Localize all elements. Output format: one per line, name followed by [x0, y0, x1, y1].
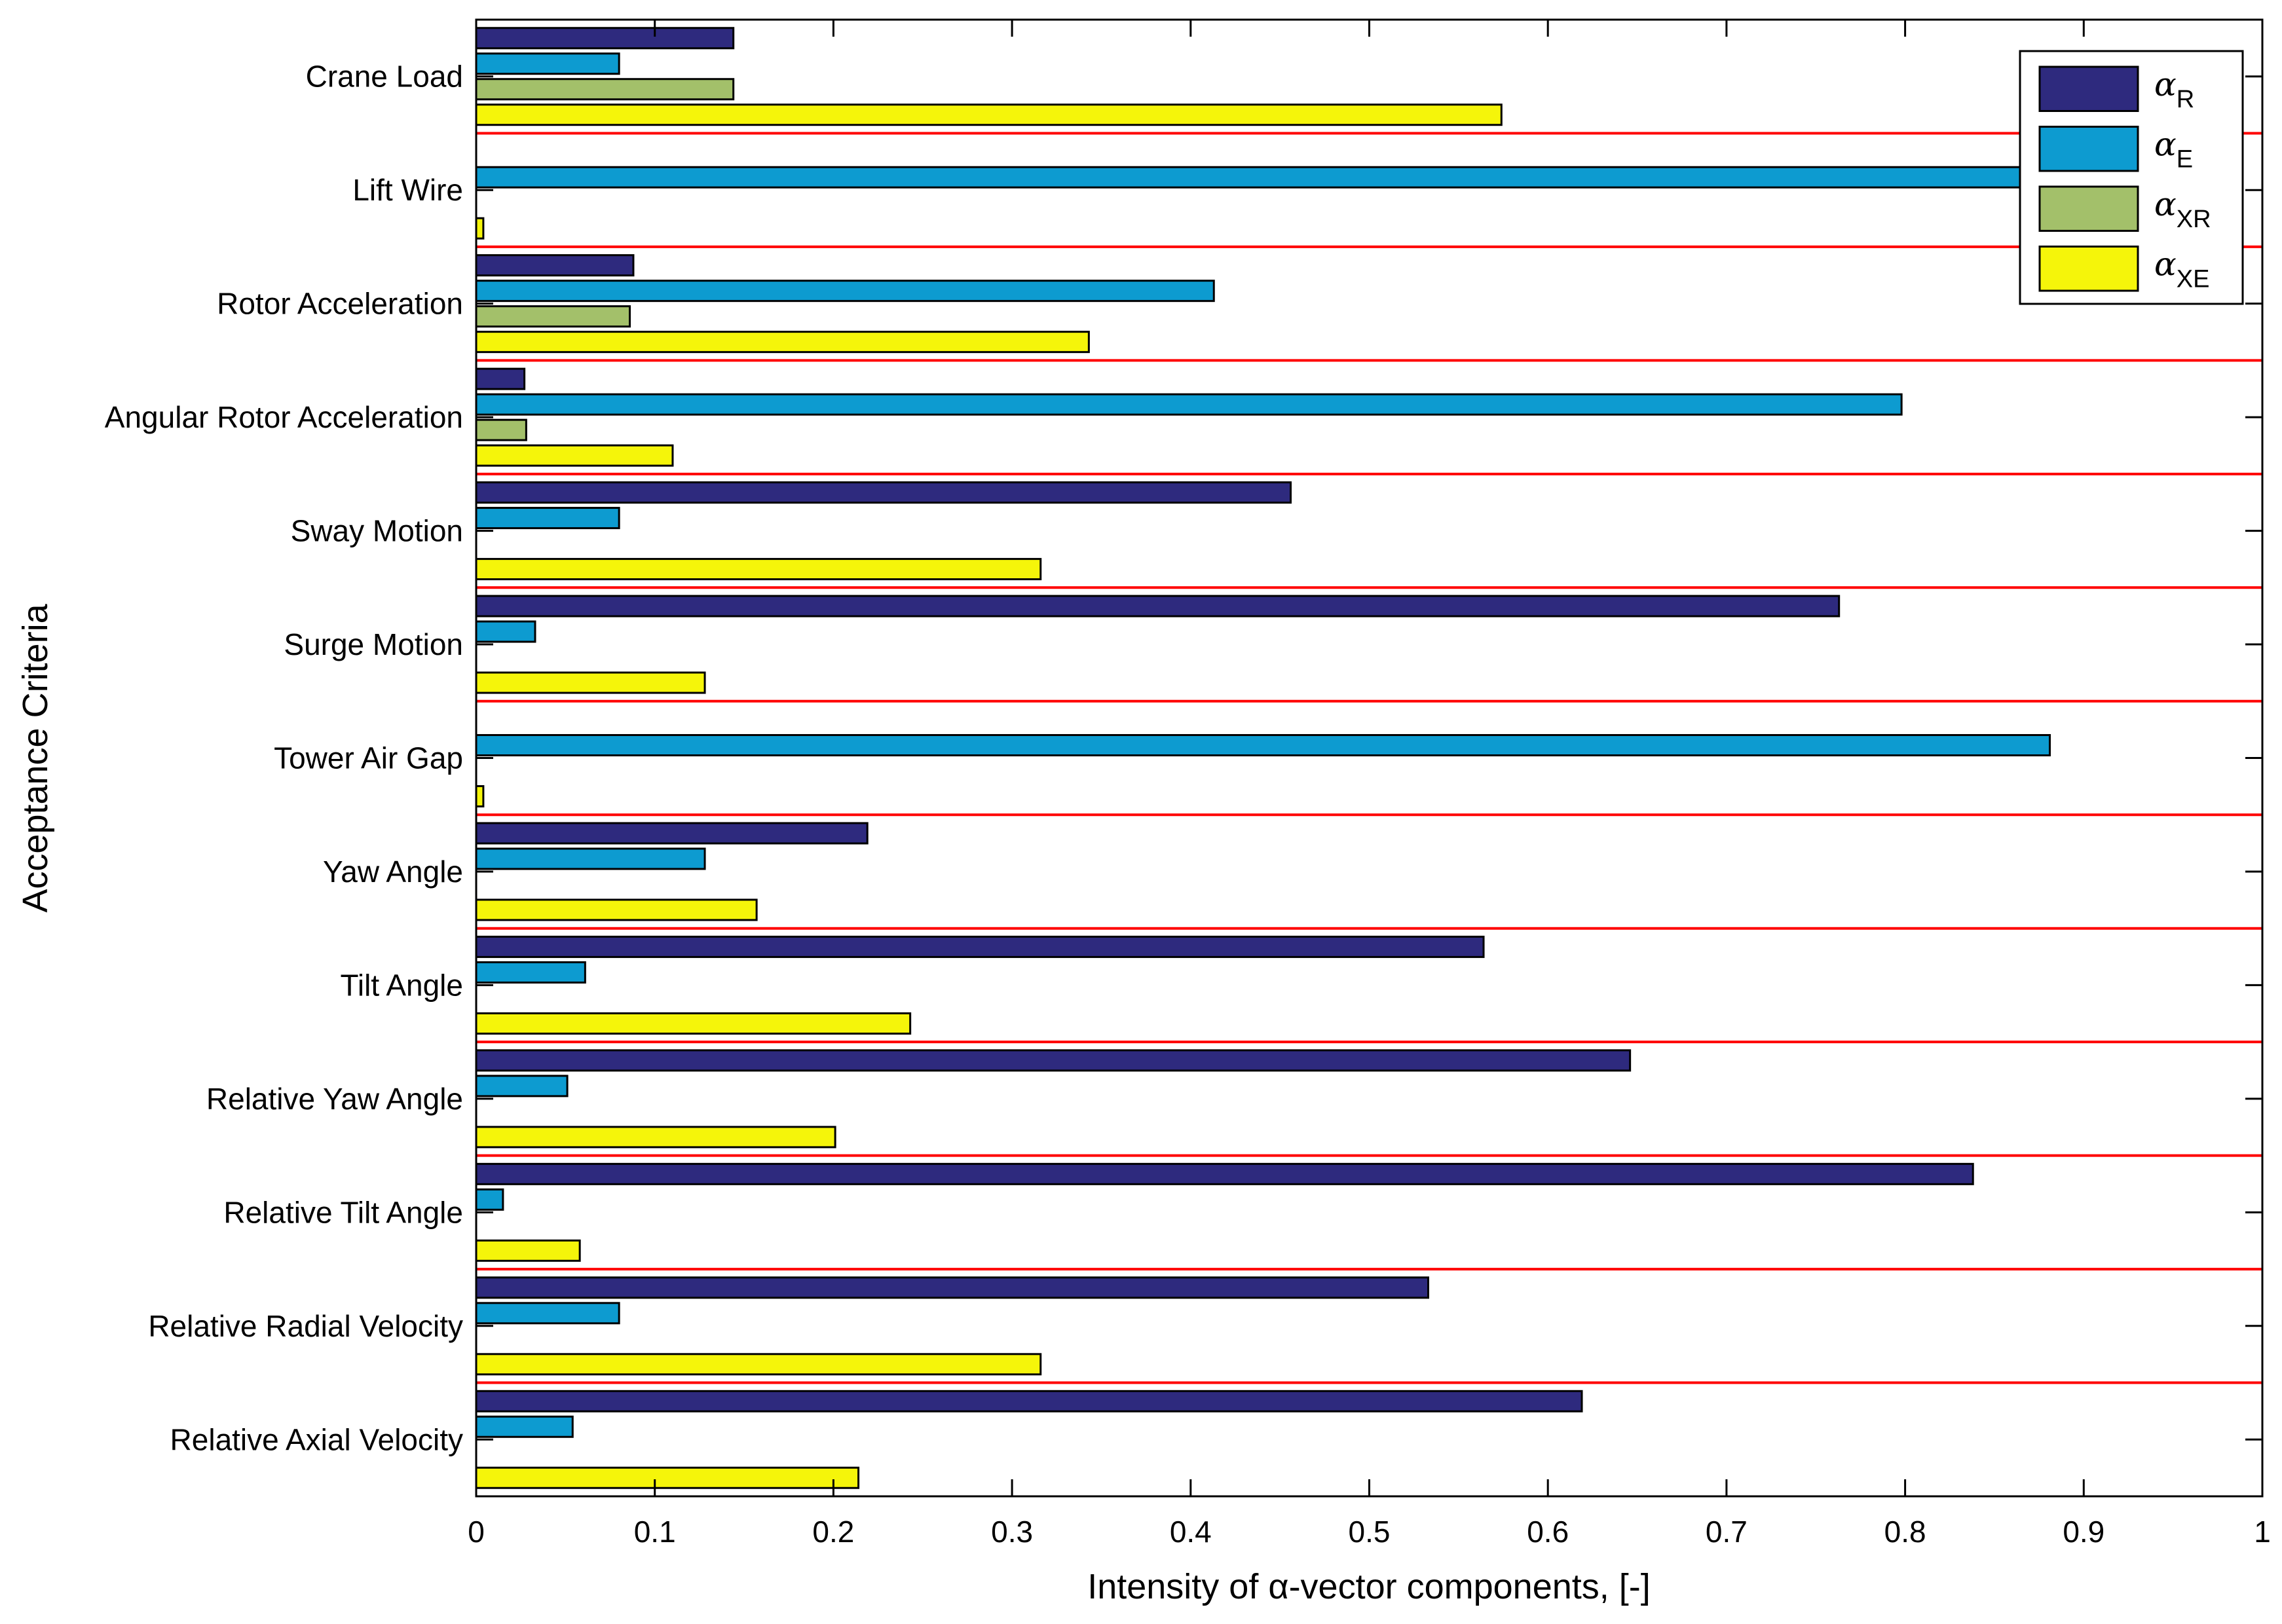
legend-label-xe: αXE: [2154, 245, 2209, 293]
bar-e-relative-yaw-angle: [475, 1075, 569, 1098]
bar-xe-relative-radial-velocity: [475, 1353, 1042, 1376]
legend-swatch-e: [2038, 126, 2139, 172]
legend-swatch-r: [2038, 65, 2139, 112]
bar-xe-relative-yaw-angle: [475, 1126, 836, 1149]
bar-e-tower-air-gap: [475, 734, 2051, 756]
bar-e-angular-rotor-acceleration: [475, 393, 1903, 416]
x-axis: 0 0.1 0.2 0.3 0.4 0.5 0.6 0.7 0.8 0.9 1: [468, 20, 2271, 1549]
bar-xe-surge-motion: [475, 671, 706, 694]
x-tick-label: 1: [2254, 1515, 2271, 1549]
category-label: Tilt Angle: [340, 968, 463, 1002]
bar-xe-angular-rotor-acceleration: [475, 444, 674, 467]
bar-xe-relative-axial-velocity: [475, 1466, 860, 1489]
bar-e-relative-axial-velocity: [475, 1415, 574, 1438]
x-tick-label: 0: [468, 1515, 485, 1549]
x-tick-label: 0.2: [812, 1515, 854, 1549]
bar-r-relative-yaw-angle: [475, 1049, 1632, 1072]
bar-e-surge-motion: [475, 620, 536, 643]
x-tick-label: 0.3: [991, 1515, 1033, 1549]
category-label: Lift Wire: [352, 173, 463, 207]
bar-r-relative-radial-velocity: [475, 1276, 1429, 1299]
x-tick-label: 0.6: [1527, 1515, 1569, 1549]
bar-e-tilt-angle: [475, 961, 586, 984]
bar-r-relative-tilt-angle: [475, 1162, 1974, 1185]
plot-area: [476, 20, 2262, 1496]
category-label: Angular Rotor Acceleration: [105, 400, 463, 434]
category-label: Yaw Angle: [323, 855, 463, 889]
x-tick-label: 0.4: [1170, 1515, 1212, 1549]
bar-xe-sway-motion: [475, 558, 1042, 581]
bar-e-relative-tilt-angle: [475, 1188, 504, 1211]
y-axis: Crane Load Lift Wire Rotor Acceleration Ang…: [105, 60, 2262, 1456]
bar-xe-tilt-angle: [475, 1012, 912, 1035]
category-label: Relative Yaw Angle: [206, 1082, 463, 1116]
category-label: Surge Motion: [284, 627, 463, 661]
x-tick-label: 0.5: [1349, 1515, 1391, 1549]
category-label: Relative Axial Velocity: [170, 1422, 463, 1456]
legend-swatch-xr: [2038, 185, 2139, 232]
bar-r-surge-motion: [475, 595, 1841, 618]
bar-xe-yaw-angle: [475, 898, 758, 921]
bar-r-crane-load: [475, 27, 735, 50]
y-axis-title: Acceptance Criteria: [16, 603, 55, 912]
category-label: Relative Tilt Angle: [223, 1195, 463, 1229]
legend: αR αE αXR αXE: [2019, 50, 2244, 305]
bar-e-lift-wire: [475, 166, 2237, 189]
legend-label-e: αE: [2154, 125, 2193, 173]
bar-xr-crane-load: [475, 78, 735, 101]
legend-label-r: αR: [2154, 65, 2194, 113]
legend-swatch-xe: [2038, 246, 2139, 292]
bar-r-angular-rotor-acceleration: [475, 367, 526, 390]
bar-r-yaw-angle: [475, 822, 869, 845]
category-label: Rotor Acceleration: [217, 287, 463, 321]
bar-xe-crane-load: [475, 103, 1503, 126]
bar-xe-relative-tilt-angle: [475, 1239, 581, 1262]
category-label: Tower Air Gap: [274, 741, 463, 775]
bar-r-relative-axial-velocity: [475, 1390, 1583, 1412]
bar-r-sway-motion: [475, 481, 1292, 504]
bar-e-yaw-angle: [475, 847, 706, 870]
x-tick-label: 0.7: [1706, 1515, 1748, 1549]
bar-xe-tower-air-gap: [475, 785, 485, 807]
bar-r-rotor-acceleration: [475, 254, 635, 277]
category-separators: [476, 132, 2262, 1384]
bar-xr-rotor-acceleration: [475, 305, 631, 328]
category-label: Relative Radial Velocity: [148, 1309, 463, 1343]
bar-e-sway-motion: [475, 507, 620, 530]
x-tick-label: 0.1: [634, 1515, 676, 1549]
bar-xe-lift-wire: [475, 217, 485, 240]
x-axis-title: Intensity of α-vector components, [-]: [1087, 1567, 1651, 1606]
bar-xr-angular-rotor-acceleration: [475, 418, 527, 441]
bar-e-crane-load: [475, 52, 620, 75]
legend-label-xr: αXR: [2154, 185, 2211, 233]
bar-xe-rotor-acceleration: [475, 331, 1090, 354]
category-label: Crane Load: [306, 60, 463, 94]
bar-e-rotor-acceleration: [475, 280, 1215, 303]
bars-group: [475, 27, 2237, 1489]
bar-r-tilt-angle: [475, 935, 1485, 958]
category-label: Sway Motion: [291, 514, 463, 548]
bar-e-relative-radial-velocity: [475, 1302, 620, 1325]
x-tick-label: 0.8: [1884, 1515, 1926, 1549]
x-tick-label: 0.9: [2063, 1515, 2104, 1549]
